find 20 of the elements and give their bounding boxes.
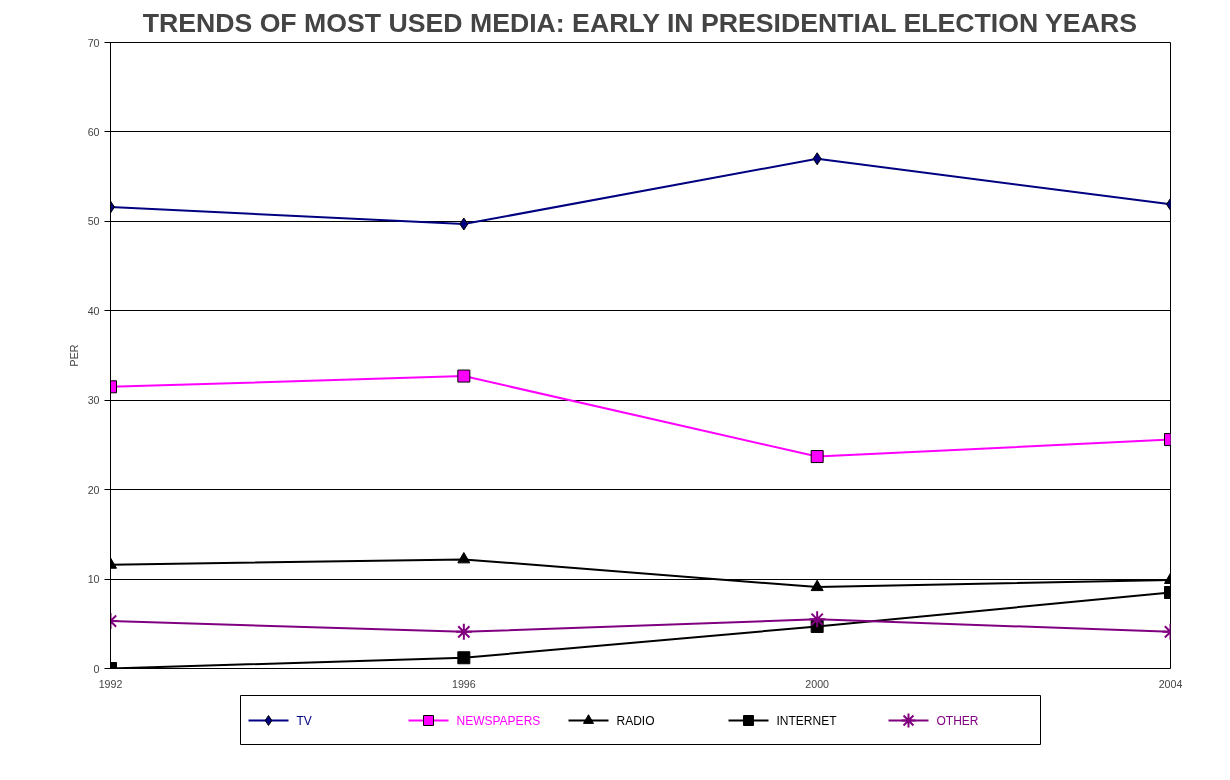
legend-label: TV bbox=[296, 713, 312, 728]
y-tick-label: 40 bbox=[87, 304, 100, 317]
x-tick-label: 2000 bbox=[805, 677, 830, 690]
y-tick-label: 30 bbox=[87, 394, 100, 407]
y-tick-label: 60 bbox=[87, 125, 100, 138]
y-tick-label: 0 bbox=[93, 662, 100, 675]
y-tick-label: 20 bbox=[87, 483, 100, 496]
x-tick-label: 1996 bbox=[451, 677, 476, 690]
point bbox=[457, 651, 471, 665]
chart-title: TRENDS OF MOST USED MEDIA: EARLY IN PRESIDENTIAL ELECTION YEARS bbox=[142, 7, 1137, 38]
y-tick-label: 50 bbox=[87, 215, 100, 228]
legend-label: INTERNET bbox=[776, 713, 838, 728]
legend-label: OTHER bbox=[936, 713, 979, 728]
x-tick-label: 1992 bbox=[98, 677, 123, 690]
legend-label: NEWSPAPERS bbox=[456, 713, 541, 728]
y-tick-label: 10 bbox=[87, 573, 100, 586]
y-axis-title: PER bbox=[67, 344, 80, 367]
y-tick-label: 70 bbox=[87, 36, 100, 49]
legend-label: RADIO bbox=[616, 713, 655, 728]
x-tick-label: 2004 bbox=[1158, 677, 1183, 690]
